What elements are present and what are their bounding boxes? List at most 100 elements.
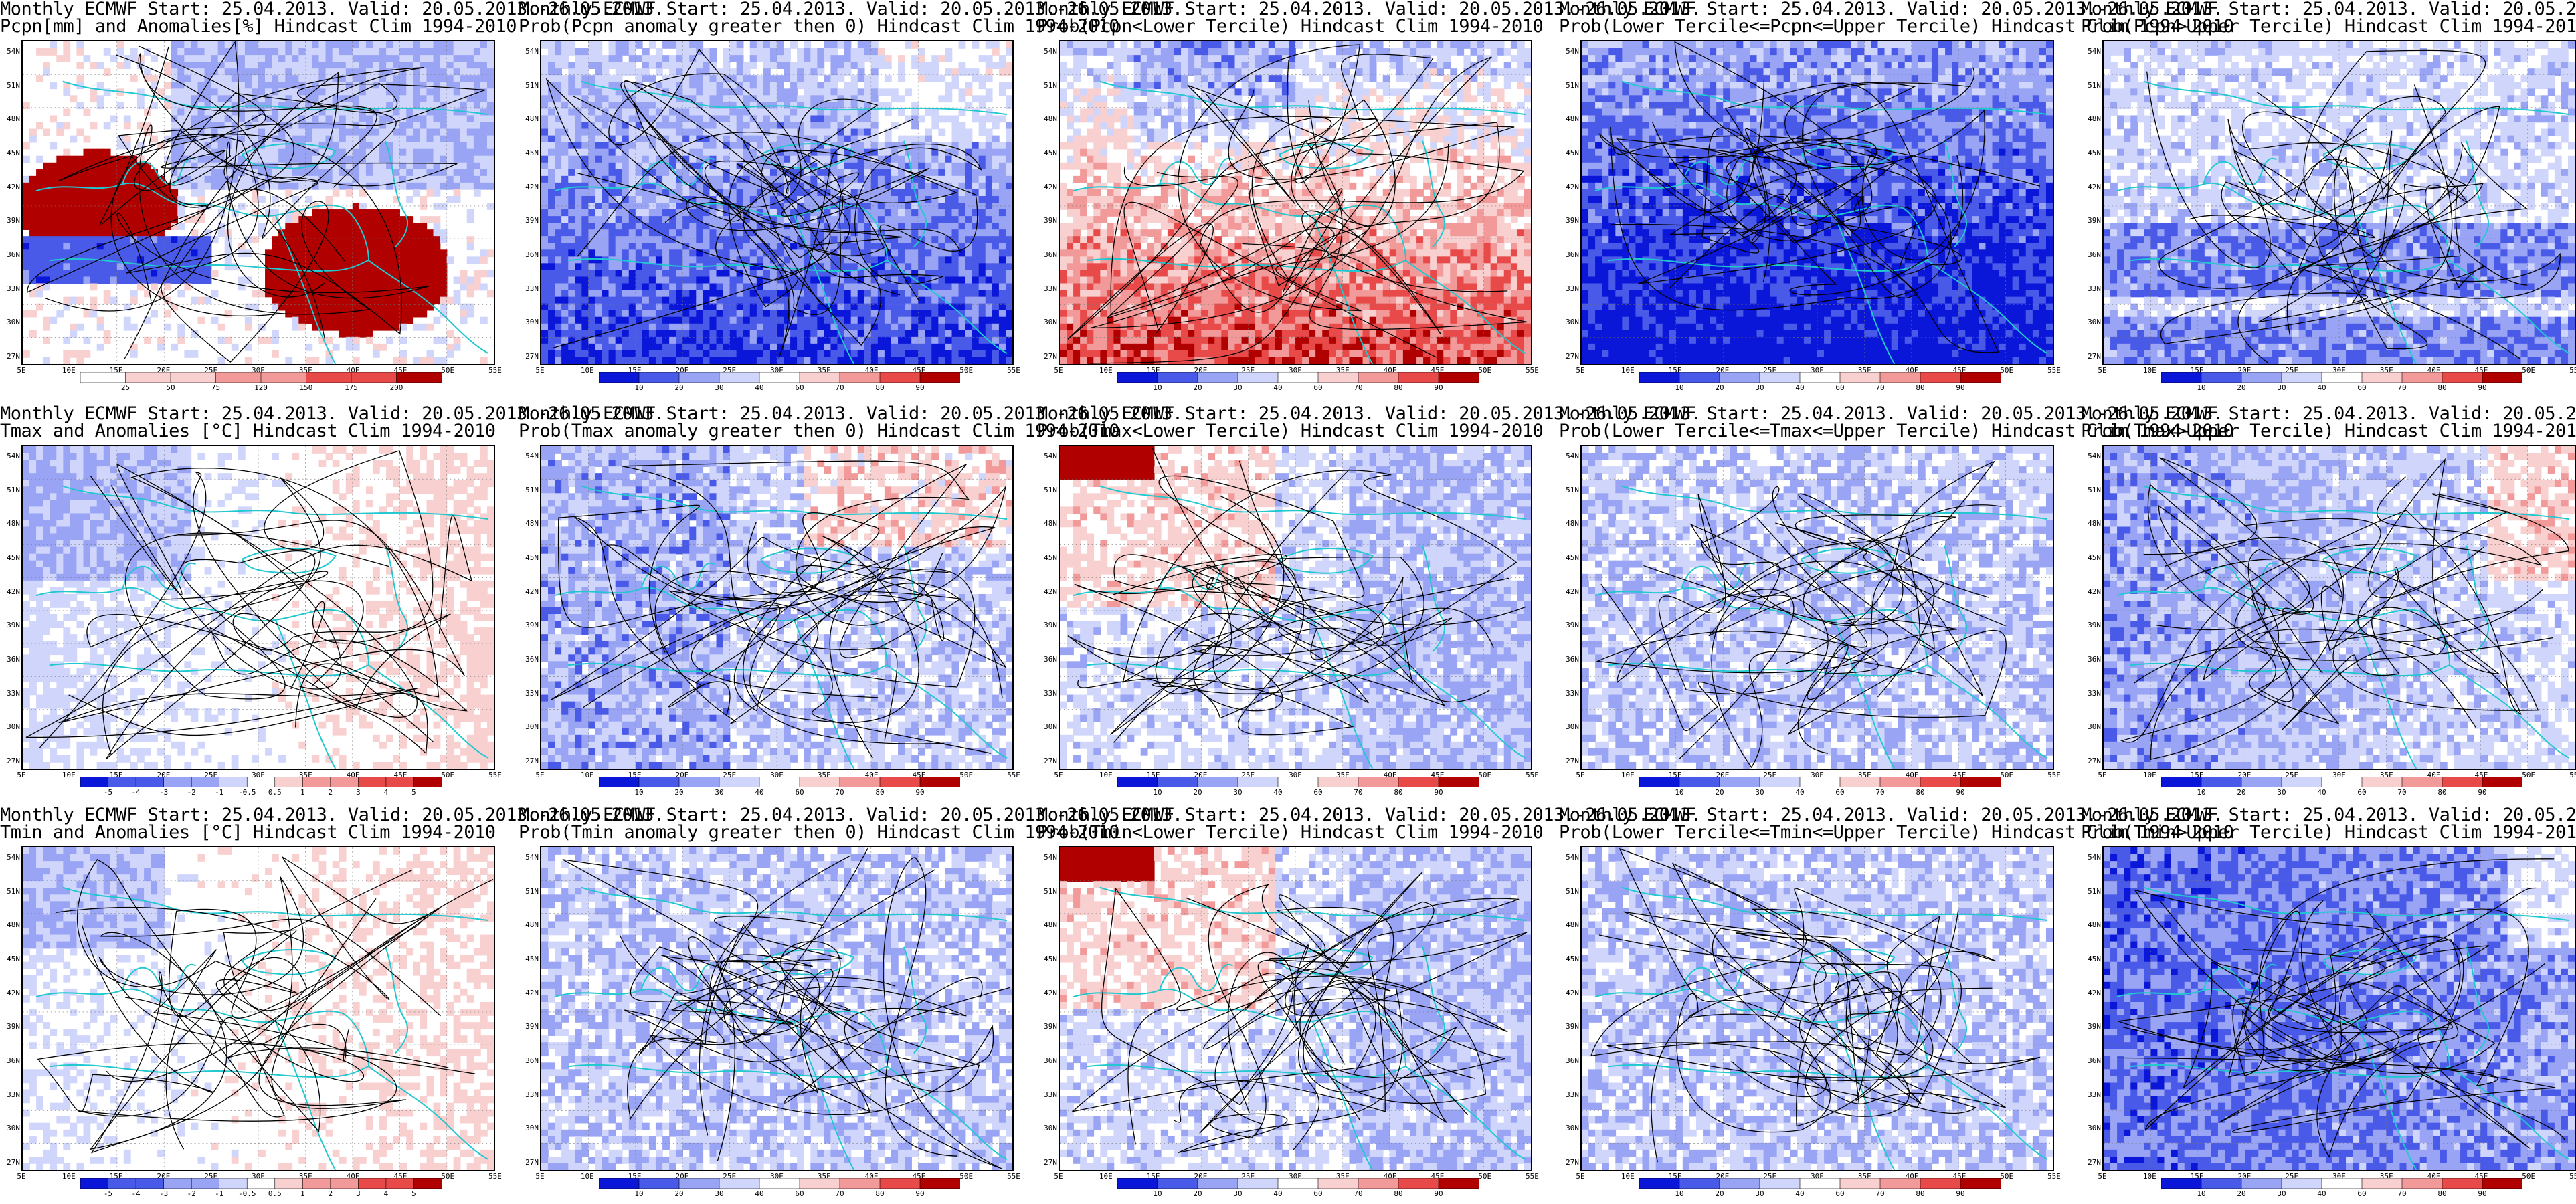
field-cell: [76, 350, 84, 358]
field-cell: [608, 128, 616, 136]
field-cell: [359, 296, 367, 304]
field-cell: [426, 95, 434, 103]
field-cell: [480, 41, 488, 49]
field-cell: [372, 310, 380, 318]
field-cell: [709, 162, 717, 170]
field-cell: [918, 243, 926, 251]
field-cell: [925, 148, 933, 157]
field-cell: [628, 108, 636, 116]
field-cell: [763, 229, 771, 237]
field-cell: [541, 243, 549, 251]
lat-tick-label: 39N: [0, 216, 20, 225]
field-cell: [615, 82, 623, 90]
field-cell: [682, 128, 691, 136]
field-cell: [164, 209, 172, 217]
field-cell: [285, 62, 293, 69]
field-cell: [56, 229, 64, 237]
field-cell: [217, 75, 225, 82]
field-cell: [723, 203, 731, 210]
field-cell: [63, 350, 71, 358]
field-cell: [837, 270, 845, 278]
field-cell: [736, 209, 744, 217]
field-cell: [797, 270, 804, 278]
field-cell: [676, 122, 683, 130]
field-cell: [870, 128, 879, 136]
field-cell: [312, 256, 320, 264]
field-cell: [446, 41, 454, 49]
field-cell: [197, 182, 205, 190]
field-cell: [50, 41, 58, 49]
field-cell: [90, 148, 98, 157]
field-cell: [548, 142, 555, 150]
field-cell: [568, 276, 576, 284]
field-cell: [555, 135, 562, 143]
field-cell: [359, 115, 367, 123]
field-cell: [655, 169, 663, 177]
field-cell: [648, 209, 656, 217]
field-cell: [736, 249, 744, 258]
field-cell: [655, 189, 663, 197]
field-cell: [595, 68, 603, 76]
field-cell: [157, 195, 165, 203]
field-cell: [312, 303, 320, 311]
field-cell: [870, 270, 879, 278]
field-cell: [703, 95, 711, 103]
field-cell: [931, 108, 939, 116]
field-cell: [716, 223, 724, 230]
field-cell: [144, 236, 151, 243]
field-cell: [790, 88, 798, 96]
field-cell: [824, 88, 832, 96]
field-cell: [669, 283, 676, 291]
field-cell: [136, 270, 145, 278]
field-cell: [817, 223, 825, 230]
field-cell: [568, 195, 576, 203]
field-cell: [197, 148, 205, 157]
field-cell: [635, 270, 643, 278]
field-cell: [777, 122, 784, 130]
field-cell: [466, 310, 474, 318]
field-cell: [90, 122, 98, 130]
field-cell: [151, 249, 158, 258]
field-cell: [352, 68, 360, 76]
field-cell: [756, 41, 764, 49]
field-cell: [891, 276, 899, 284]
field-cell: [689, 48, 697, 56]
field-cell: [884, 303, 892, 311]
field-cell: [595, 283, 603, 291]
field-cell: [292, 270, 300, 278]
field-cell: [332, 62, 340, 69]
field-cell: [548, 263, 555, 271]
field-cell: [784, 148, 791, 157]
field-cell: [144, 216, 151, 223]
field-cell: [258, 48, 266, 56]
field-cell: [978, 122, 986, 130]
field-cell: [588, 142, 596, 150]
field-cell: [696, 115, 704, 123]
field-cell: [116, 41, 124, 49]
field-cell: [453, 290, 461, 298]
field-cell: [372, 223, 380, 230]
field-cell: [251, 182, 259, 190]
field-cell: [729, 162, 737, 170]
field-cell: [676, 88, 683, 96]
field-cell: [103, 249, 111, 258]
field-cell: [763, 223, 771, 230]
field-cell: [292, 115, 300, 123]
field-cell: [716, 95, 724, 103]
field-cell: [918, 148, 926, 157]
field-cell: [676, 41, 683, 49]
field-cell: [406, 122, 414, 130]
field-cell: [568, 135, 576, 143]
field-cell: [709, 243, 717, 251]
field-cell: [870, 95, 879, 103]
field-cell: [945, 236, 953, 243]
field-cell: [352, 323, 360, 331]
field-cell: [945, 55, 953, 62]
field-cell: [339, 41, 347, 49]
map-panel-p12: Monthly ECMWF Start: 25.04.2013. Valid: …: [519, 0, 1183, 395]
field-cell: [352, 203, 360, 210]
field-cell: [998, 209, 1006, 217]
field-cell: [130, 249, 138, 258]
field-cell: [837, 310, 845, 318]
field-cell: [588, 95, 596, 103]
